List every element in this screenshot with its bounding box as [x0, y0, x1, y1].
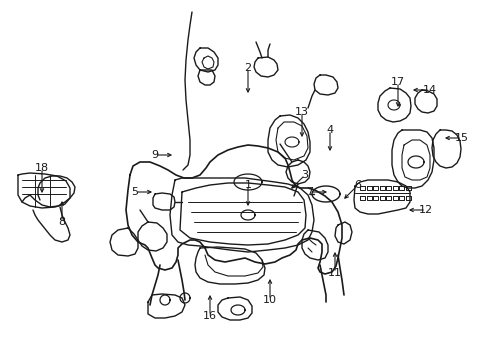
Text: 3: 3 — [301, 170, 308, 180]
Text: 9: 9 — [151, 150, 158, 160]
Text: 7: 7 — [306, 187, 313, 197]
Text: 11: 11 — [327, 268, 341, 278]
Text: 10: 10 — [263, 295, 276, 305]
Text: 4: 4 — [326, 125, 333, 135]
Text: 5: 5 — [131, 187, 138, 197]
Text: 18: 18 — [35, 163, 49, 173]
Text: 15: 15 — [454, 133, 468, 143]
Text: 17: 17 — [390, 77, 404, 87]
Text: 12: 12 — [418, 205, 432, 215]
Text: 13: 13 — [294, 107, 308, 117]
Text: 6: 6 — [354, 180, 361, 190]
Text: 8: 8 — [59, 217, 65, 227]
Text: 14: 14 — [422, 85, 436, 95]
Text: 16: 16 — [203, 311, 217, 321]
Text: 2: 2 — [244, 63, 251, 73]
Text: 1: 1 — [244, 180, 251, 190]
